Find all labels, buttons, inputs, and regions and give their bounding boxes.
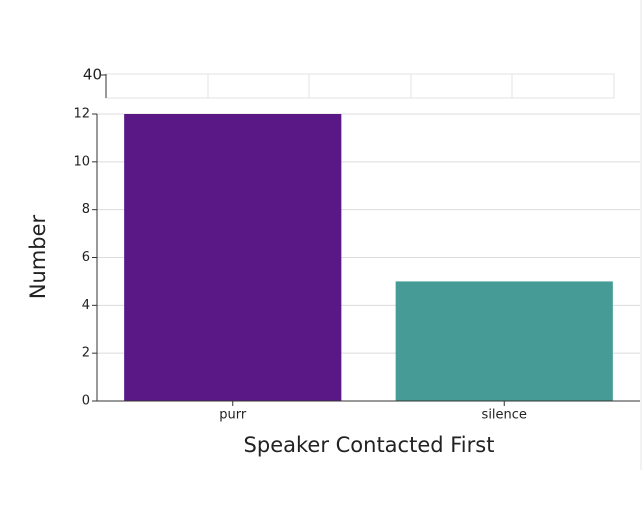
y-tick-label: 2: [82, 346, 90, 361]
bar: [124, 114, 342, 401]
y-tick-label: 4: [82, 298, 90, 313]
x-tick-label: purr: [219, 408, 247, 423]
y-tick-label: 10: [73, 154, 90, 169]
y-tick-label: 12: [73, 107, 90, 122]
y-tick-label: 0: [82, 394, 90, 409]
header-tick-label: 40: [83, 66, 102, 84]
y-tick-label: 8: [82, 202, 90, 217]
bar: [395, 281, 613, 401]
y-axis-title: Number: [26, 214, 50, 299]
header-strip: [105, 73, 615, 99]
y-tick-label: 6: [82, 250, 90, 265]
x-axis-title: Speaker Contacted First: [244, 433, 495, 457]
x-tick-label: silence: [482, 408, 527, 423]
